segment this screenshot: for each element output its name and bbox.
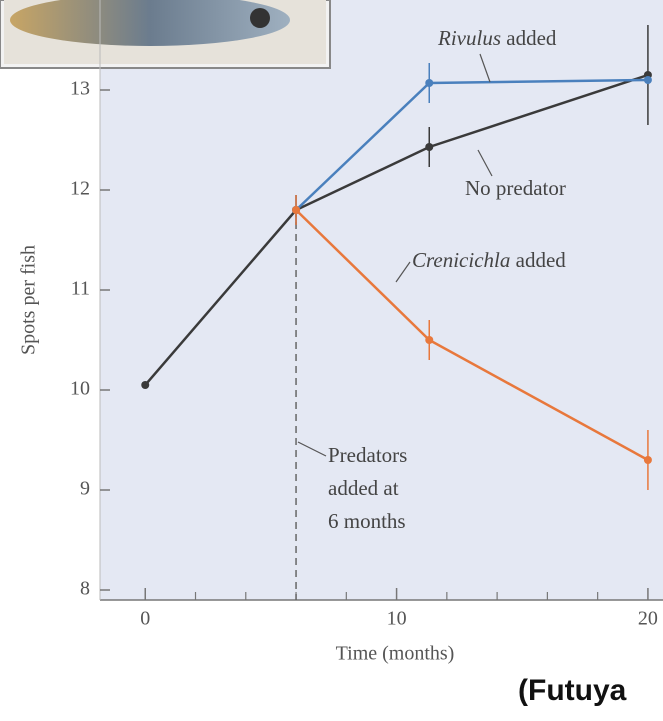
annotation-italic: Rivulus bbox=[437, 26, 501, 50]
annotation: Crenicichla added bbox=[412, 248, 566, 272]
annotation: added at bbox=[328, 476, 399, 500]
annotation: Rivulus added bbox=[437, 26, 557, 50]
x-axis-label: Time (months) bbox=[336, 643, 455, 665]
annotation-text: added bbox=[506, 26, 557, 50]
y-axis-label: Spots per fish bbox=[18, 245, 40, 355]
leader-line bbox=[479, 53, 491, 83]
leader-line bbox=[395, 261, 411, 283]
fish-photo bbox=[0, 0, 331, 69]
y-tick-label: 10 bbox=[70, 378, 90, 400]
annotation: Predators bbox=[328, 443, 407, 467]
annotation-text: No predator bbox=[465, 176, 566, 200]
leader-line bbox=[477, 149, 493, 177]
data-point bbox=[425, 336, 434, 344]
y-tick-label: 12 bbox=[70, 178, 90, 200]
y-tick-label: 8 bbox=[80, 578, 90, 600]
data-point bbox=[292, 206, 301, 214]
x-tick-label: 10 bbox=[387, 608, 407, 630]
source-note: (Futuya bbox=[518, 674, 627, 707]
data-point bbox=[643, 456, 652, 464]
annotation-italic: Crenicichla bbox=[412, 248, 510, 272]
series-line bbox=[144, 73, 649, 386]
y-tick-label: 13 bbox=[70, 78, 90, 100]
annotation: 6 months bbox=[328, 509, 406, 533]
annotation-text: added bbox=[516, 248, 567, 272]
x-tick-label: 0 bbox=[140, 608, 150, 630]
data-point bbox=[643, 76, 652, 84]
data-point bbox=[141, 381, 150, 389]
y-tick-label: 11 bbox=[71, 278, 90, 300]
x-tick-label: 20 bbox=[638, 608, 658, 630]
data-point bbox=[425, 79, 434, 87]
leader-line bbox=[297, 441, 327, 457]
data-point bbox=[425, 143, 434, 151]
annotation: No predator bbox=[465, 176, 566, 200]
y-tick-label: 9 bbox=[80, 478, 90, 500]
